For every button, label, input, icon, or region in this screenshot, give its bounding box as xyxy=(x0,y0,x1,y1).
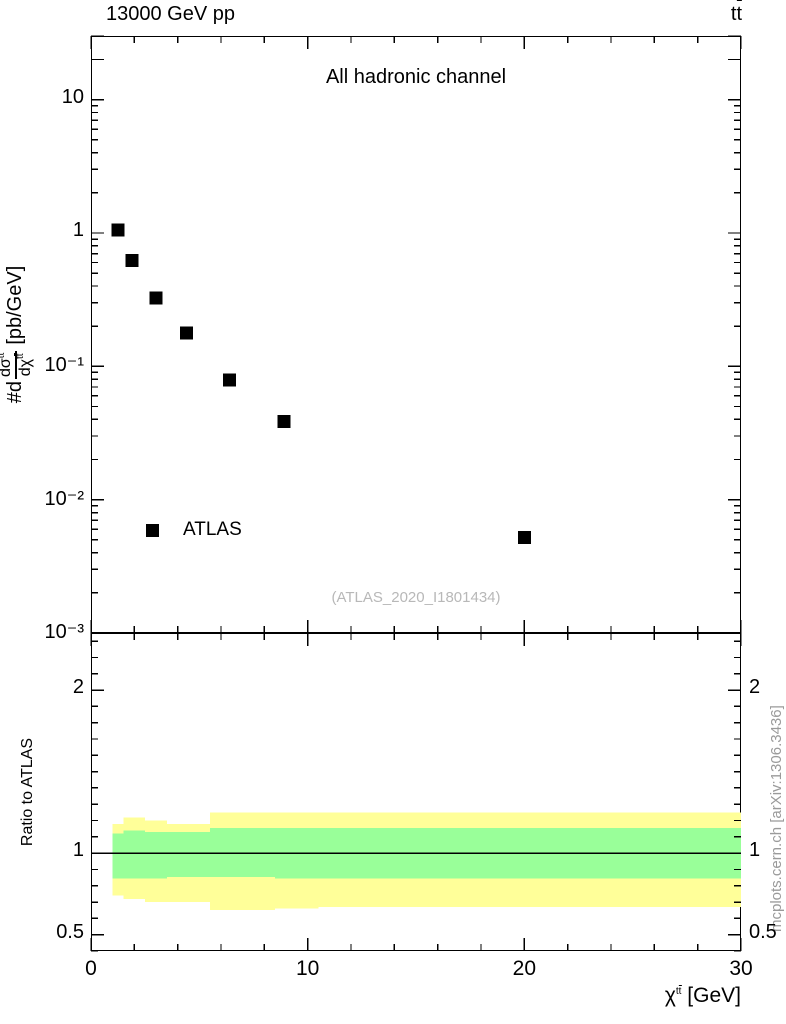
data-point-marker xyxy=(125,254,139,268)
y-tick-label-ratio-left-0: 0.5 xyxy=(56,920,84,943)
x-tick-label-2: 20 xyxy=(512,957,537,980)
y-tick-label-main-3: 10⁻² xyxy=(44,487,84,510)
ratio-band-inner-band-bin-3 xyxy=(166,831,211,877)
data-point-marker xyxy=(111,223,125,237)
y-axis-label-prefix: #d xyxy=(3,381,26,404)
y-tick-label-main-0: 10 xyxy=(61,85,84,108)
legend-label-atlas: ATLAS xyxy=(183,519,242,540)
ratio-band-inner-band-bin-0 xyxy=(112,833,124,879)
y-tick-label-ratio-left-1: 1 xyxy=(72,839,84,862)
header-process-label: tt xyxy=(731,0,742,26)
x-axis-unit: [GeV] xyxy=(687,984,741,1007)
legend-marker-atlas xyxy=(146,523,159,537)
analysis-id-watermark: (ATLAS_2020_I1801434) xyxy=(331,589,501,606)
y-axis-unit-main: [pb/GeV] xyxy=(3,265,26,345)
y-tick-label-ratio-right-2: 2 xyxy=(749,676,761,699)
ratio-band-inner-band-bin-4 xyxy=(210,827,276,877)
y-axis-label-main: #d dσtt dχtt [pb/GeV] xyxy=(0,36,34,633)
y-tick-label-main-2: 10⁻¹ xyxy=(44,354,84,377)
data-point-marker xyxy=(517,531,531,545)
process-tt-glyph: tt xyxy=(731,0,742,25)
x-axis-superscript: tt xyxy=(675,984,682,997)
legend: ATLAS xyxy=(146,519,242,541)
data-point-marker xyxy=(277,415,291,429)
ratio-band-inner-band-bin-2 xyxy=(145,831,167,879)
x-axis-symbol: χ xyxy=(664,984,676,1007)
x-tick-label-3: 30 xyxy=(729,957,753,980)
ratio-band-inner-band-bin-1 xyxy=(123,830,146,879)
y-tick-label-main-4: 10⁻³ xyxy=(44,621,84,643)
data-point-marker xyxy=(149,291,163,305)
channel-title: All hadronic channel xyxy=(325,66,507,88)
y-tick-label-ratio-right-1: 1 xyxy=(749,839,761,862)
header-beam-label: 13000 GeV pp xyxy=(106,3,235,25)
y-tick-label-ratio-left-2: 2 xyxy=(72,676,84,699)
mcplots-watermark: mcplots.cern.ch [arXiv:1306.3436] xyxy=(767,705,785,932)
main-plot-panel xyxy=(91,36,741,633)
ratio-plot-panel xyxy=(91,633,741,951)
y-tick-label-ratio-right-0: 0.5 xyxy=(749,920,777,943)
x-tick-label-0: 0 xyxy=(85,957,97,980)
data-point-marker xyxy=(223,373,237,387)
x-tick-label-1: 10 xyxy=(295,957,320,980)
y-tick-label-main-1: 1 xyxy=(72,218,84,241)
data-point-marker xyxy=(179,326,193,340)
x-axis-label: χtt [GeV] xyxy=(665,984,741,1008)
